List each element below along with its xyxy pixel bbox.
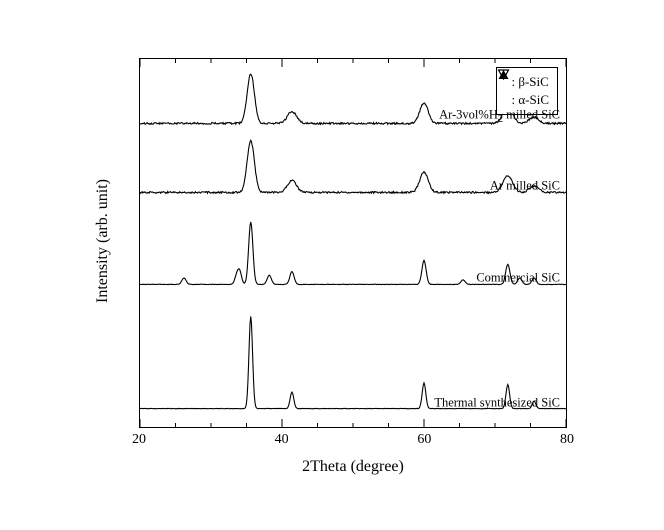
- y-axis-label: Intensity (arb. unit): [94, 179, 112, 303]
- x-tick-label: 20: [132, 432, 146, 448]
- figure-panel: Intensity (arb. unit) : β-SiC : α-SiC Th…: [67, 36, 597, 494]
- series-label: Ar milled SiC: [490, 178, 560, 193]
- x-axis-label: 2Theta (degree): [302, 458, 404, 476]
- series-label: Ar-3vol%H2 milled SiC: [439, 108, 560, 126]
- x-tick-label: 40: [275, 432, 289, 448]
- series-label: Commercial SiC: [476, 271, 560, 286]
- x-tick-label: 80: [560, 432, 574, 448]
- x-tick-label: 60: [417, 432, 431, 448]
- series-label: Thermal synthesized SiC: [434, 396, 560, 411]
- x-ticks-container: 20406080: [139, 428, 567, 452]
- plot-frame: : β-SiC : α-SiC Thermal synthesized SiCC…: [139, 58, 567, 428]
